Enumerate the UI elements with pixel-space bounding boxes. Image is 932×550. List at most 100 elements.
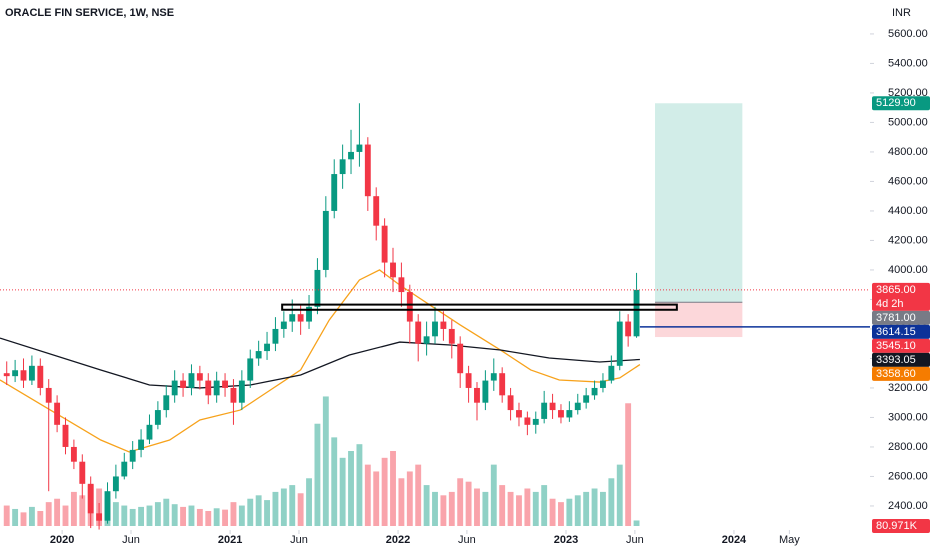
volume-bar <box>306 478 312 526</box>
volume-bar <box>566 498 573 526</box>
y-tick-label: 5600.00 <box>888 28 928 40</box>
candle-body <box>558 410 564 418</box>
candle-body <box>482 380 489 403</box>
volume-bar <box>205 511 212 526</box>
volume-bar <box>70 491 77 526</box>
x-tick-label: 2024 <box>722 534 747 546</box>
volume-bar <box>633 520 640 526</box>
price-tag <box>872 282 930 311</box>
price-tag-label: 3545.10 <box>876 340 916 352</box>
volume-bar <box>516 495 522 526</box>
price-tag <box>872 366 930 381</box>
price-tag <box>872 338 930 353</box>
volume-bar <box>20 512 27 526</box>
volume-bar <box>423 485 430 526</box>
volume-bar <box>364 464 371 526</box>
y-tick-label: 4800.00 <box>888 146 928 158</box>
candle-body <box>423 336 430 344</box>
candle-body <box>247 358 254 381</box>
volume-bar <box>331 437 338 526</box>
x-tick-label: 2021 <box>218 534 242 546</box>
volume-bar <box>524 488 531 526</box>
volume-bar <box>398 478 405 526</box>
volume-bar <box>440 495 447 526</box>
candle-body <box>532 418 539 425</box>
volume-bar <box>79 495 86 526</box>
candle-body <box>180 380 187 388</box>
candle-body <box>37 365 44 388</box>
price-tag-label: 3393.05 <box>876 354 916 366</box>
candle-body <box>188 373 195 388</box>
y-tick-label: 5200.00 <box>888 87 928 99</box>
volume-bar <box>415 464 422 526</box>
candle-body <box>238 380 245 403</box>
candle-body <box>331 174 338 211</box>
volume-bar <box>230 502 237 526</box>
candle-body <box>499 373 506 396</box>
candle-body <box>171 380 178 396</box>
countdown-label: 4d 2h <box>876 298 904 310</box>
y-tick-label: 4400.00 <box>888 205 928 217</box>
candle-body <box>70 446 77 462</box>
candle-body <box>154 410 161 425</box>
volume-bar <box>62 505 69 526</box>
x-tick-label: 2023 <box>554 534 578 546</box>
candle-body <box>163 395 170 411</box>
candle-body <box>415 321 422 344</box>
volume-bar <box>457 478 464 526</box>
volume-bar <box>12 508 19 526</box>
volume-bar <box>532 491 539 526</box>
support-zone <box>281 303 678 311</box>
target-zone <box>655 103 743 303</box>
candle-body <box>364 144 371 197</box>
volume-bar <box>297 493 304 526</box>
candle-body <box>541 402 548 419</box>
candle-body <box>28 365 35 381</box>
volume-bar <box>3 505 10 526</box>
candle-body <box>306 306 312 322</box>
x-tick-label: Jun <box>122 534 140 546</box>
candle-body <box>524 417 531 425</box>
volume-bar <box>247 498 254 526</box>
candle-body <box>222 380 228 388</box>
volume-bar <box>591 488 598 526</box>
price-tag <box>872 96 930 111</box>
volume-bar <box>490 464 497 526</box>
volume-bar <box>213 508 220 526</box>
price-tag-label: 5129.90 <box>876 97 916 109</box>
price-tag <box>872 310 930 325</box>
candle-body <box>625 321 632 337</box>
price-tag <box>872 352 930 367</box>
y-tick-label: 3000.00 <box>888 411 928 423</box>
volume-bar <box>238 505 245 526</box>
volume-bar <box>339 457 346 526</box>
volume-bar <box>129 508 136 526</box>
moving-average <box>0 337 640 389</box>
candle-body <box>146 424 153 440</box>
candle-body <box>87 483 94 514</box>
volume-bar <box>255 495 262 526</box>
volume-bar <box>280 488 287 526</box>
candle-body <box>339 159 346 175</box>
volume-bar <box>348 451 354 526</box>
candle-body <box>322 210 329 270</box>
volume-bar <box>314 423 321 526</box>
y-tick-label: 4600.00 <box>888 175 928 187</box>
volume-bar <box>558 502 564 526</box>
price-tag-label: 3781.00 <box>876 312 916 324</box>
candle-body <box>608 365 615 381</box>
candle-body <box>591 387 598 396</box>
volume-bar <box>322 396 329 526</box>
candle-body <box>112 476 119 492</box>
volume-bar <box>196 508 203 526</box>
volume-bar <box>381 457 388 526</box>
candle-body <box>406 292 413 322</box>
currency-label: INR <box>892 7 911 19</box>
volume-bar <box>432 491 438 526</box>
x-tick-label: May <box>779 534 800 546</box>
candle-body <box>633 289 640 337</box>
price-tag <box>872 324 930 339</box>
volume-bar <box>474 488 480 526</box>
volume-bar <box>188 505 195 526</box>
volume-bar <box>600 491 606 526</box>
